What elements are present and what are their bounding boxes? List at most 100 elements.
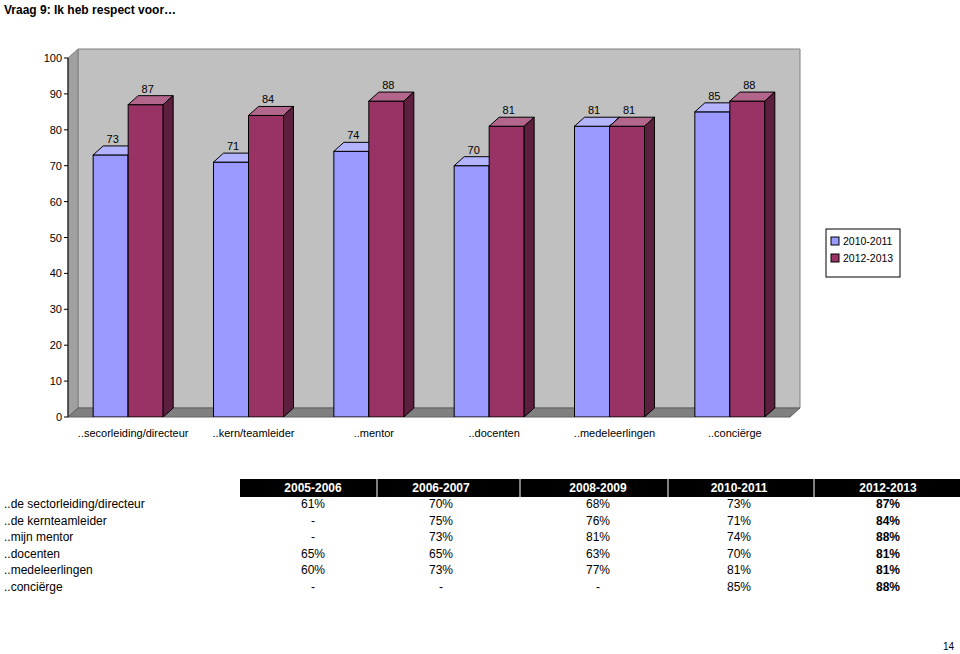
legend-label: 2012-2013 — [843, 252, 893, 264]
bar-front — [730, 101, 765, 417]
table-cell: 88% — [876, 530, 900, 544]
table-cell: 76% — [586, 514, 610, 528]
x-tick-label: ..secorleiding/directeur — [78, 427, 189, 439]
x-tick-label: ..conciërge — [708, 427, 762, 439]
table-cell: 60% — [301, 563, 325, 577]
header-separator — [377, 479, 378, 497]
back-wall — [78, 49, 800, 408]
bar-front — [214, 162, 249, 417]
table-header: 2006-2007 — [412, 481, 470, 495]
y-tick — [64, 309, 68, 310]
legend-box — [826, 229, 900, 277]
bar-front — [575, 126, 610, 417]
bars — [93, 92, 775, 417]
table-cell: 68% — [586, 497, 610, 511]
y-tick — [64, 165, 68, 166]
legend-swatch — [831, 254, 839, 262]
row-label: ..docenten — [4, 547, 60, 561]
page: Vraag 9: Ik heb respect voor…01020304050… — [0, 0, 960, 654]
table-cell: 75% — [429, 514, 453, 528]
table-cell: 74% — [727, 530, 751, 544]
bar-front — [249, 115, 284, 417]
table-cell: - — [311, 530, 315, 544]
table-cell: 70% — [727, 547, 751, 561]
table-cell: 73% — [429, 530, 453, 544]
table-cell: 88% — [876, 580, 900, 594]
y-tick — [64, 129, 68, 130]
page-number: 14 — [943, 641, 955, 652]
bar — [369, 92, 414, 417]
table-cell: - — [311, 580, 315, 594]
table-header: 2010-2011 — [711, 481, 768, 495]
side-wall — [68, 49, 78, 417]
data-label: 71 — [227, 140, 239, 152]
floor — [68, 408, 800, 417]
bar — [128, 96, 173, 417]
table-cell: 81% — [727, 563, 751, 577]
y-tick — [64, 345, 68, 346]
table-cell: 84% — [876, 514, 900, 528]
table-cell: 73% — [429, 563, 453, 577]
x-tick-label: ..kern/teamleider — [213, 427, 295, 439]
data-label: 84 — [262, 93, 274, 105]
table-cell: 73% — [727, 497, 751, 511]
y-tick — [64, 201, 68, 202]
legend: 2010-20112012-2013 — [826, 229, 900, 277]
bar — [730, 92, 775, 417]
table-cell: 61% — [301, 497, 325, 511]
header-separator — [814, 479, 815, 497]
table-header-bg — [240, 479, 960, 497]
bar-front — [128, 105, 163, 417]
table-header: 2012-2013 — [859, 481, 917, 495]
y-tick — [64, 273, 68, 274]
y-tick-label: 20 — [50, 339, 62, 351]
bar — [249, 106, 294, 417]
data-label: 85 — [708, 90, 720, 102]
bar-side — [645, 117, 655, 417]
y-tick-label: 100 — [44, 52, 62, 64]
bar-side — [765, 92, 775, 417]
legend-swatch — [831, 237, 839, 245]
x-tick-label: ..mentor — [354, 427, 395, 439]
table-cell: - — [596, 580, 600, 594]
row-label: ..medeleerlingen — [4, 563, 93, 577]
row-label: ..mijn mentor — [4, 530, 73, 544]
table-header: 2005-2006 — [284, 481, 342, 495]
header-separator — [668, 479, 669, 497]
y-tick — [64, 381, 68, 382]
table-cell: 85% — [727, 580, 751, 594]
row-label: ..de kernteamleider — [4, 514, 107, 528]
table: 2005-20062006-20072008-20092010-20112012… — [4, 479, 960, 594]
table-cell: 65% — [429, 547, 453, 561]
bar-side — [163, 96, 173, 417]
table-cell: 70% — [429, 497, 453, 511]
y-tick-label: 50 — [50, 232, 62, 244]
bar-side — [284, 106, 294, 417]
y-tick — [64, 417, 68, 418]
y-tick-label: 90 — [50, 88, 62, 100]
data-label: 70 — [468, 144, 480, 156]
table-cell: 81% — [876, 563, 900, 577]
data-label: 88 — [743, 79, 755, 91]
table-cell: 87% — [876, 497, 900, 511]
y-tick-label: 60 — [50, 196, 62, 208]
bar-side — [524, 117, 534, 417]
bar-front — [610, 126, 645, 417]
bar-side — [404, 92, 414, 417]
table-cell: - — [311, 514, 315, 528]
bar — [610, 117, 655, 417]
title: Vraag 9: Ik heb respect voor… — [4, 3, 176, 17]
table-cell: - — [439, 580, 443, 594]
bar-front — [93, 155, 128, 417]
row-label: ..de sectorleiding/directeur — [4, 497, 145, 511]
table-cell: 77% — [586, 563, 610, 577]
data-label: 81 — [503, 104, 515, 116]
y-tick-label: 40 — [50, 267, 62, 279]
bar-front — [489, 126, 524, 417]
data-label: 73 — [107, 133, 119, 145]
y-tick — [64, 237, 68, 238]
bar-front — [454, 166, 489, 417]
data-label: 74 — [347, 129, 359, 141]
y-tick-label: 0 — [56, 411, 62, 423]
data-label: 88 — [382, 79, 394, 91]
